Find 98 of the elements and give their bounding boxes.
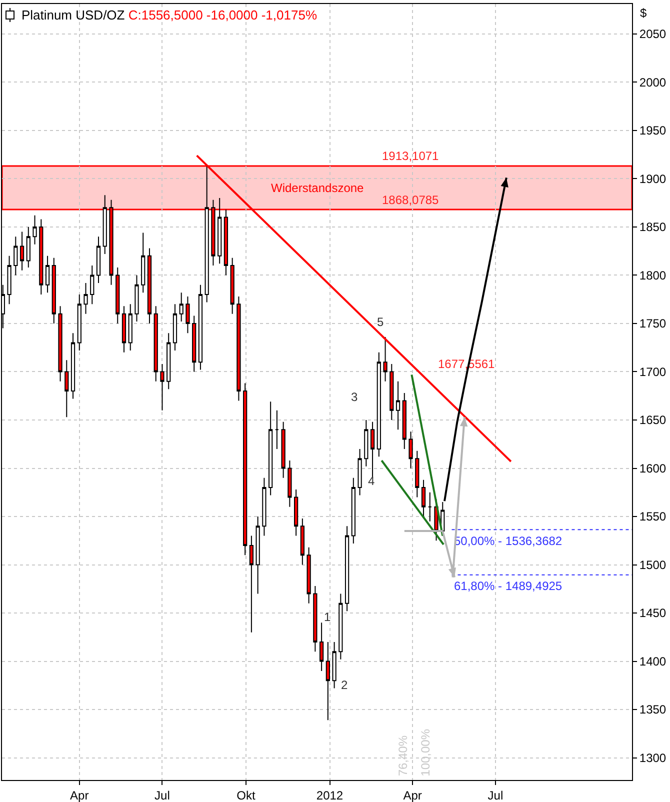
- candlestick: [96, 236, 101, 284]
- chart-title: Platinum USD/OZ: [21, 8, 125, 23]
- y-tick-label: 1650: [639, 413, 666, 428]
- candlestick: [14, 236, 18, 276]
- candlestick: [134, 274, 139, 322]
- y-tick-label: 1800: [639, 268, 666, 282]
- candlestick: [230, 257, 234, 314]
- candlestick: [39, 218, 44, 296]
- candlestick: [376, 352, 381, 458]
- candlestick: [90, 265, 94, 305]
- candlestick: [116, 266, 120, 324]
- candlestick: [160, 364, 164, 411]
- chart-subtitle: C:1556,5000 -16,0000 -1,0175%: [128, 8, 318, 23]
- candlestick: [186, 296, 190, 334]
- x-tick-label: Okt: [236, 788, 256, 802]
- candlestick: [84, 282, 88, 314]
- candlestick: [306, 546, 311, 604]
- candlestick: [141, 232, 146, 294]
- candlestick: [147, 248, 152, 324]
- y-tick-label: 1900: [639, 172, 666, 186]
- x-tick-label: Apr: [70, 788, 89, 802]
- annotation: 1868,0785: [382, 193, 440, 207]
- candlestick: [294, 488, 298, 536]
- candlestick: [408, 431, 413, 469]
- candlestick: [364, 419, 368, 467]
- candlestick: [128, 304, 132, 351]
- y-tick-label: 1400: [639, 654, 666, 668]
- candlestick: [421, 479, 426, 518]
- annotation: 1: [324, 610, 331, 624]
- x-tick-label: Apr: [403, 788, 422, 802]
- candlestick: [313, 586, 318, 652]
- candlestick: [300, 518, 304, 566]
- candlestick: [390, 364, 394, 420]
- annotation: 4: [368, 474, 375, 488]
- candlestick: [243, 382, 248, 556]
- y-tick-label: 1450: [639, 606, 666, 620]
- candlestick: [351, 477, 356, 544]
- y-tick-label: 1750: [639, 316, 666, 331]
- candlestick: [370, 421, 375, 478]
- annotation: 61,80% - 1489,4925: [454, 579, 562, 593]
- annotation: 2: [341, 678, 348, 692]
- candlestick: [179, 292, 184, 322]
- candlestick: [122, 306, 126, 353]
- candlestick: [7, 255, 12, 305]
- candlestick: [383, 336, 388, 382]
- candlestick: [20, 231, 24, 271]
- candlestick: [428, 492, 432, 522]
- y-axis-title: $: [640, 6, 647, 20]
- candlestick: [262, 477, 266, 536]
- candlestick: [45, 255, 50, 294]
- x-tick-label: Jul: [154, 788, 170, 802]
- annotation: 3: [351, 390, 358, 404]
- x-tick-label: Jul: [488, 788, 504, 802]
- candlestick: [256, 516, 260, 594]
- candlestick: [326, 641, 330, 721]
- candlestick: [192, 315, 196, 372]
- y-tick-label: 1850: [639, 220, 666, 234]
- annotation: 5: [377, 315, 384, 329]
- candlestick: [204, 166, 209, 303]
- candlestick: [288, 460, 292, 508]
- candlestick: [52, 257, 56, 324]
- candlestick: [268, 401, 273, 496]
- y-tick-label: 2050: [639, 27, 666, 42]
- candlestick: [281, 421, 286, 478]
- candlestick: [358, 448, 362, 496]
- candlestick: [338, 593, 343, 660]
- candlestick: [344, 526, 350, 612]
- candlestick: [32, 214, 37, 245]
- y-tick-label: 2000: [639, 75, 666, 90]
- candlestick: [332, 641, 336, 689]
- y-tick-label: 1600: [639, 461, 666, 476]
- candlestick: [58, 306, 62, 382]
- candlestick: [415, 450, 420, 498]
- y-tick-label: 1300: [639, 751, 666, 765]
- candlestick: [154, 306, 158, 382]
- candlestick: [26, 226, 30, 268]
- annotation: 1913,1071: [382, 149, 440, 163]
- candlestick: [396, 380, 400, 430]
- candlestick: [77, 294, 82, 351]
- candlestick: [402, 392, 406, 450]
- candlestick: [218, 198, 222, 264]
- band-label: Widerstandszone: [271, 181, 364, 195]
- y-tick-label: 1700: [639, 364, 666, 379]
- candlestick: [70, 332, 76, 400]
- candlestick: [274, 410, 279, 450]
- candlestick: [198, 284, 203, 370]
- candlestick: [64, 360, 69, 418]
- candlestick: [166, 332, 171, 390]
- y-tick-label: 1500: [639, 558, 666, 572]
- candlestick: [236, 296, 241, 402]
- candlestick: [102, 194, 107, 254]
- y-tick-label: 1550: [639, 510, 666, 524]
- candlestick: [172, 304, 178, 351]
- candlestick: [319, 622, 324, 672]
- x-tick-label: 2012: [316, 788, 344, 802]
- y-tick-label: 1950: [639, 124, 666, 138]
- y-tick-label: 1350: [639, 702, 666, 717]
- candlestick: [249, 535, 254, 633]
